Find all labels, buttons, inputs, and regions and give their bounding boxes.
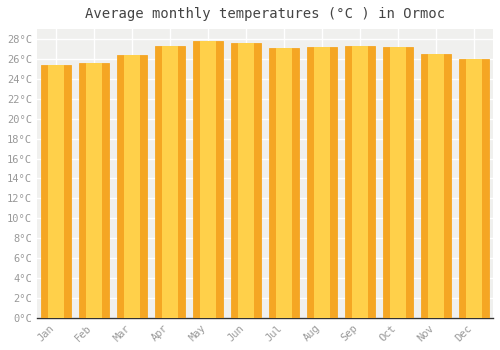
Bar — [231, 43, 260, 318]
Bar — [276, 48, 291, 318]
Bar — [200, 41, 216, 318]
Bar — [48, 65, 64, 318]
Bar — [124, 55, 140, 318]
Bar — [155, 46, 184, 318]
Bar — [428, 54, 444, 318]
Bar — [162, 46, 178, 318]
Bar — [390, 47, 406, 318]
Bar — [86, 63, 102, 318]
Bar — [466, 59, 482, 318]
Bar — [459, 59, 489, 318]
Bar — [352, 46, 368, 318]
Bar — [79, 63, 108, 318]
Bar — [193, 41, 222, 318]
Title: Average monthly temperatures (°C ) in Ormoc: Average monthly temperatures (°C ) in Or… — [85, 7, 445, 21]
Bar — [307, 47, 337, 318]
Bar — [345, 46, 375, 318]
Bar — [117, 55, 146, 318]
Bar — [383, 47, 413, 318]
Bar — [238, 43, 254, 318]
Bar — [41, 65, 70, 318]
Bar — [421, 54, 451, 318]
Bar — [314, 47, 330, 318]
Bar — [269, 48, 299, 318]
